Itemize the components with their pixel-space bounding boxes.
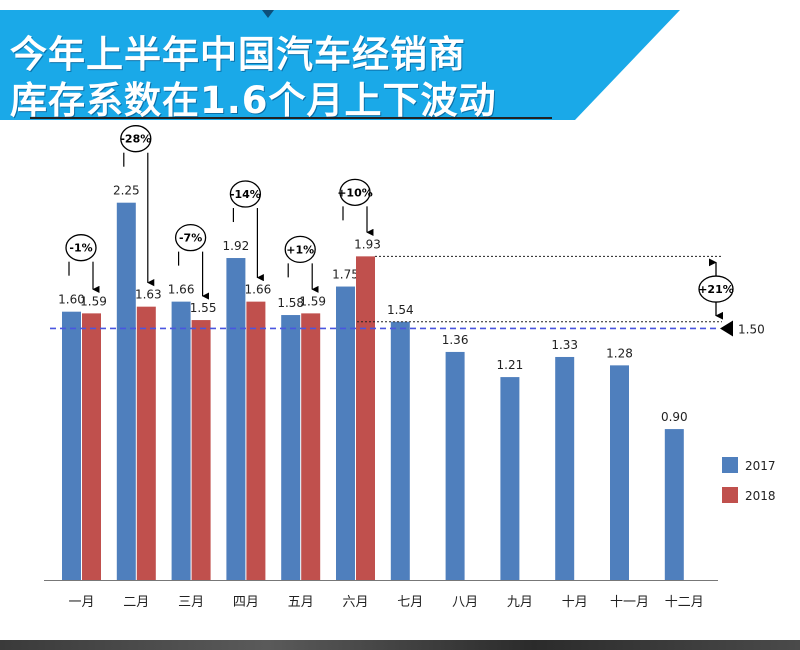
value-label-2017-3: 1.66 [168, 283, 195, 297]
value-label-2018-3: 1.55 [190, 301, 217, 315]
value-label-2017-6: 1.75 [332, 268, 359, 282]
banner-shape [0, 10, 680, 120]
x-tick-label-11: 十一月 [610, 595, 649, 610]
reference-marker [720, 320, 733, 337]
bar-2017-7 [390, 321, 410, 580]
value-label-2017-11: 1.28 [606, 346, 633, 360]
title-underline [30, 117, 552, 119]
value-label-2017-8: 1.36 [442, 333, 469, 347]
x-tick-label-10: 十月 [562, 595, 588, 610]
bar-2018-4 [246, 301, 266, 580]
page-title-line-2: 库存系数在1.6个月上下波动 [10, 79, 497, 122]
bar-2018-5 [301, 313, 321, 580]
legend-label-2018: 2018 [745, 489, 776, 503]
bar-2017-12 [664, 429, 684, 580]
bar-2017-9 [500, 377, 520, 580]
change-bubble-2 [120, 125, 152, 153]
change-label-4: -14% [230, 188, 261, 201]
bar-2017-3 [171, 301, 191, 580]
legend-label-2017: 2017 [745, 459, 776, 473]
bar-2018-2 [136, 306, 156, 580]
value-label-2017-5: 1.58 [277, 296, 304, 310]
bar-2018-6 [356, 256, 375, 580]
change-bubble-5 [284, 235, 316, 264]
value-label-2018-2: 1.63 [135, 288, 162, 302]
increase-bubble [698, 275, 734, 303]
bar-2017-2 [116, 202, 136, 580]
value-label-2017-2: 2.25 [113, 184, 140, 198]
x-tick-label-7: 七月 [397, 595, 423, 610]
value-label-2017-12: 0.90 [661, 410, 688, 424]
x-tick-label-5: 五月 [288, 595, 314, 610]
change-label-3: -7% [179, 232, 202, 245]
x-tick-label-6: 六月 [342, 595, 368, 610]
bar-2017-10 [555, 356, 575, 580]
page-title-line-1: 今年上半年中国汽车经销商 [10, 33, 466, 76]
value-label-2017-7: 1.54 [387, 303, 414, 317]
value-label-2018-4: 1.66 [245, 283, 272, 297]
value-label-2018-6: 1.93 [354, 237, 381, 251]
value-label-2018-1: 1.59 [80, 294, 107, 308]
value-label-2017-10: 1.33 [551, 338, 578, 352]
increase-label: +21% [698, 283, 734, 296]
bar-2018-1 [82, 313, 101, 580]
value-label-2017-9: 1.21 [497, 358, 524, 372]
bar-2017-5 [281, 315, 301, 580]
legend-swatch-2018 [722, 487, 738, 503]
value-label-2017-4: 1.92 [223, 239, 250, 253]
change-label-5: +1% [286, 243, 314, 256]
change-bubble-1 [65, 234, 97, 262]
value-label-2018-5: 1.59 [299, 294, 326, 308]
title-banner: 今年上半年中国汽车经销商 库存系数在1.6个月上下波动 [0, 10, 800, 122]
legend-swatch-2017 [722, 457, 738, 473]
x-tick-label-12: 十二月 [665, 595, 704, 610]
change-label-2: -28% [120, 133, 151, 146]
bottom-strip [0, 640, 800, 650]
bar-2017-1 [62, 311, 81, 580]
change-bubble-3 [174, 223, 207, 252]
change-bubble-4 [229, 180, 262, 208]
bar-2017-6 [336, 286, 355, 580]
bar-2017-4 [226, 258, 246, 580]
bar-2017-11 [610, 365, 629, 580]
x-tick-label-8: 八月 [452, 595, 478, 610]
x-tick-label-1: 一月 [68, 595, 94, 610]
reference-label: 1.50 [738, 322, 765, 336]
change-label-6: +10% [337, 186, 373, 199]
x-tick-label-4: 四月 [233, 595, 259, 610]
change-label-1: -1% [69, 242, 92, 255]
x-tick-label-9: 九月 [507, 595, 533, 610]
x-tick-label-2: 二月 [123, 595, 149, 610]
change-bubble-6 [339, 178, 371, 207]
value-label-2017-1: 1.60 [58, 293, 85, 307]
bar-2017-8 [445, 351, 465, 580]
bar-2018-3 [191, 320, 211, 580]
x-tick-label-3: 三月 [178, 595, 204, 610]
